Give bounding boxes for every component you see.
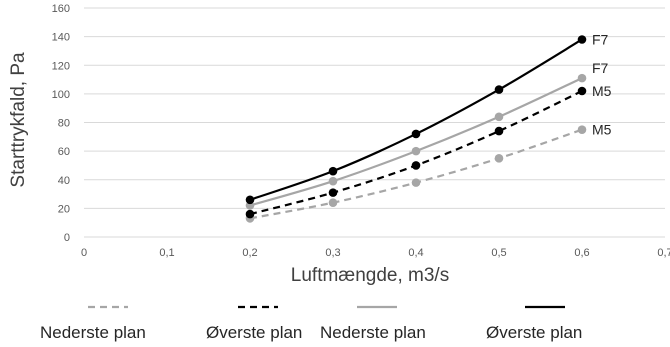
- x-axis-title: Luftmængde, m3/s: [291, 265, 449, 286]
- data-point: [577, 35, 587, 44]
- series-end-label: F7: [592, 31, 609, 47]
- legend-label: Nederste plan: [320, 323, 426, 342]
- legend-label: Øverste plan: [486, 323, 582, 342]
- y-tick-label: 0: [64, 232, 70, 244]
- y-tick-label: 100: [52, 89, 70, 101]
- data-point: [494, 85, 504, 94]
- data-point: [494, 153, 504, 163]
- x-tick-label: 0: [81, 247, 87, 259]
- y-tick-label: 80: [58, 118, 70, 130]
- y-tick-label: 20: [58, 203, 70, 215]
- end-labels: M5 M5 F7 F7: [592, 31, 612, 137]
- y-axis-ticks: 0 20 40 60 80 100 120 140 160: [52, 3, 70, 244]
- data-point: [328, 166, 338, 176]
- y-tick-label: 160: [52, 3, 70, 15]
- data-point: [494, 126, 504, 136]
- data-point: [328, 198, 338, 207]
- data-point: [411, 178, 421, 187]
- x-tick-label: 0,7: [657, 247, 670, 259]
- legend-label: Nederste plan: [40, 323, 146, 342]
- y-tick-label: 60: [58, 146, 70, 158]
- data-point: [577, 125, 587, 134]
- x-tick-label: 0,2: [242, 247, 257, 259]
- y-axis-title: Starttrykfald, Pa: [8, 52, 29, 188]
- series-end-label: M5: [592, 122, 612, 138]
- data-point: [411, 129, 421, 139]
- y-tick-label: 120: [52, 60, 70, 72]
- x-tick-label: 0,6: [574, 247, 589, 259]
- series-end-label: M5: [592, 83, 612, 99]
- legend-label: Øverste plan: [206, 323, 302, 342]
- data-point: [577, 73, 587, 83]
- y-tick-label: 140: [52, 32, 70, 44]
- data-point: [328, 188, 338, 197]
- y-tick-label: 40: [58, 175, 70, 187]
- data-point: [245, 195, 255, 205]
- gridlines: [84, 7, 665, 238]
- series-end-label: F7: [592, 60, 609, 76]
- x-tick-label: 0,3: [325, 247, 340, 259]
- data-point: [577, 86, 587, 96]
- series-line: [249, 128, 583, 220]
- data-point: [245, 209, 255, 219]
- data-point: [328, 176, 338, 186]
- data-point: [411, 161, 421, 170]
- data-point: [494, 112, 504, 122]
- x-axis-ticks: 0 0,1 0,2 0,3 0,4 0,5 0,6 0,7: [81, 247, 670, 259]
- data-point: [411, 146, 421, 156]
- x-tick-label: 0,5: [491, 247, 506, 259]
- series-group: [245, 35, 587, 223]
- series-line: [249, 38, 583, 201]
- x-tick-label: 0,1: [159, 247, 174, 259]
- legend: Nederste plan Øverste plan Nederste plan Øv…: [40, 305, 582, 342]
- x-tick-label: 0,4: [408, 247, 423, 259]
